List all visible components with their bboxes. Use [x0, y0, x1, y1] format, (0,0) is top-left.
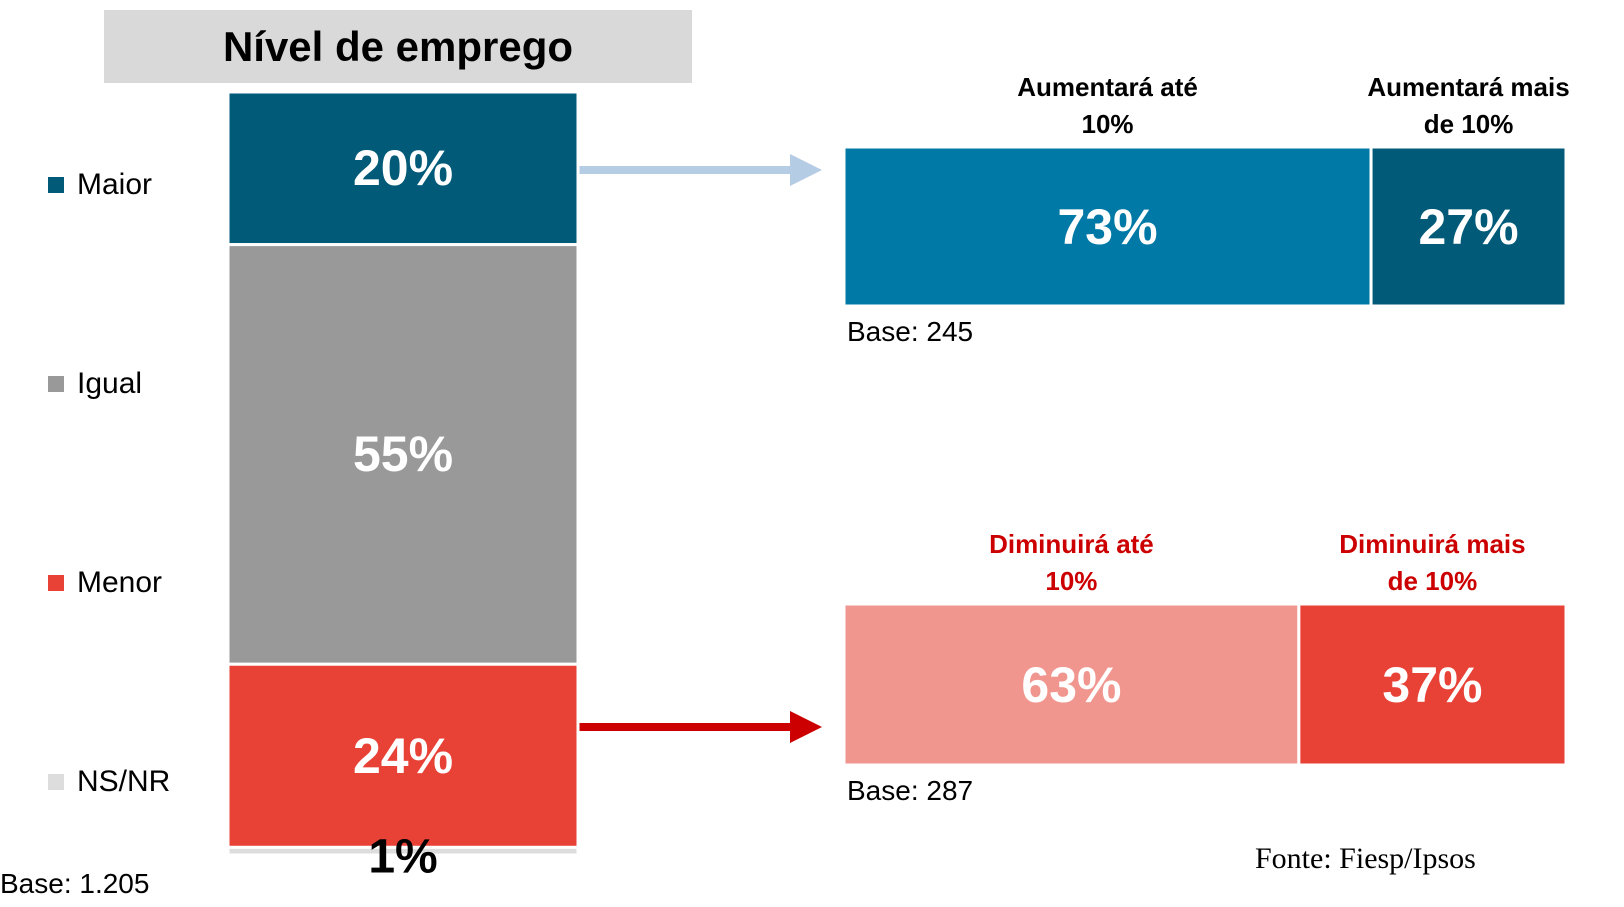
base-note: Base: 287 [847, 775, 973, 807]
series-label: Aumentará mais de 10% [1364, 69, 1574, 143]
legend-label: Maior [77, 168, 152, 202]
series-label: Diminuirá mais de 10% [1327, 526, 1537, 600]
source: Fonte: Fiesp/Ipsos [1255, 842, 1476, 876]
data-label: 63% [1021, 656, 1121, 714]
page: Nível de emprego Fonte: Fiesp/Ipsos 20%M… [0, 0, 1624, 907]
data-label: 20% [353, 139, 453, 197]
data-label: 1% [368, 830, 437, 885]
legend-label: NS/NR [77, 765, 170, 799]
data-label: 55% [353, 425, 453, 483]
legend-label: Menor [77, 566, 162, 600]
data-label: 24% [353, 727, 453, 785]
data-label: 73% [1057, 198, 1157, 256]
legend-swatch [48, 177, 64, 193]
legend-swatch [48, 774, 64, 790]
base-note: Base: 1.205 [0, 868, 149, 900]
legend-label: Igual [77, 367, 142, 401]
data-label: 37% [1382, 656, 1482, 714]
legend-swatch [48, 376, 64, 392]
series-label: Aumentará até 10% [1003, 69, 1213, 143]
data-label: 27% [1418, 198, 1518, 256]
base-note: Base: 245 [847, 316, 973, 348]
series-label: Diminuirá até 10% [966, 526, 1176, 600]
legend-swatch [48, 575, 64, 591]
